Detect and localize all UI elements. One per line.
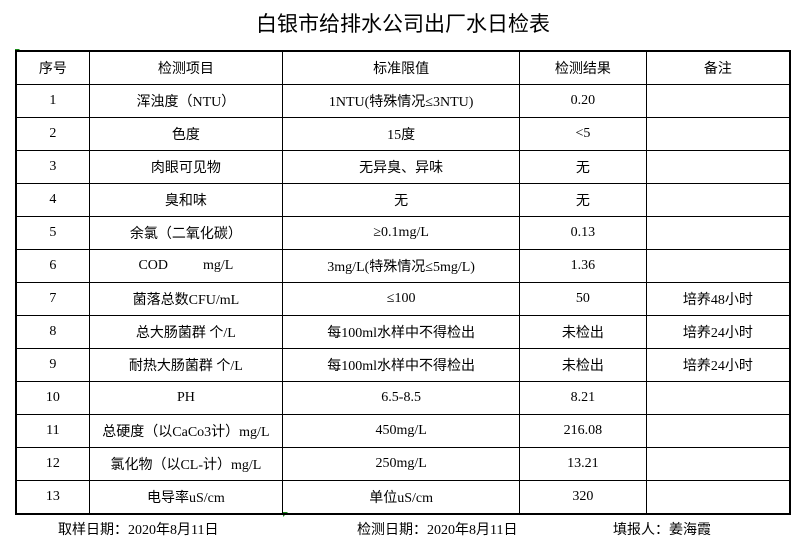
- cell-index: 5: [15, 216, 90, 250]
- table-row: 5 余氯（二氧化碳） ≥0.1mg/L 0.13: [15, 216, 791, 250]
- cell-item: 总硬度（以CaCo3计）mg/L: [88, 414, 284, 448]
- cell-item: 耐热大肠菌群 个/L: [88, 348, 284, 382]
- cell-result: 1.36: [519, 249, 647, 283]
- cell-remark: [645, 414, 791, 448]
- cell-result: 216.08: [519, 414, 647, 448]
- cell-remark: 培养24小时: [645, 315, 791, 349]
- cell-item: 余氯（二氧化碳）: [88, 216, 284, 250]
- cell-index: 3: [15, 150, 90, 184]
- cell-index: 9: [15, 348, 90, 382]
- cell-limit: 每100ml水样中不得检出: [282, 348, 521, 382]
- cell-item: 氯化物（以CL-计）mg/L: [88, 447, 284, 481]
- table-row: 11 总硬度（以CaCo3计）mg/L 450mg/L 216.08: [15, 414, 791, 448]
- cell-index: 7: [15, 282, 90, 316]
- cell-limit: ≤100: [282, 282, 521, 316]
- cell-limit: ≥0.1mg/L: [282, 216, 521, 250]
- header-cell: 检测项目: [88, 50, 284, 85]
- cell-limit: 250mg/L: [282, 447, 521, 481]
- cell-index: 13: [15, 480, 90, 515]
- cell-index: 11: [15, 414, 90, 448]
- cell-result: 无: [519, 150, 647, 184]
- cell-limit: 15度: [282, 117, 521, 151]
- cell-result: 0.13: [519, 216, 647, 250]
- cell-result: 50: [519, 282, 647, 316]
- cell-result: 无: [519, 183, 647, 217]
- cell-index: 12: [15, 447, 90, 481]
- cell-limit: 每100ml水样中不得检出: [282, 315, 521, 349]
- cell-item: 浑浊度（NTU）: [88, 84, 284, 118]
- cell-result: 8.21: [519, 381, 647, 415]
- cell-remark: [645, 117, 791, 151]
- header-cell: 检测结果: [519, 50, 647, 85]
- cell-item: 总大肠菌群 个/L: [88, 315, 284, 349]
- test-date: 检测日期：2020年8月11日: [357, 523, 518, 538]
- cell-result: <5: [519, 117, 647, 151]
- cell-item: 肉眼可见物: [88, 150, 284, 184]
- cell-result: 未检出: [519, 315, 647, 349]
- cell-result: 13.21: [519, 447, 647, 481]
- table-row: 10 PH 6.5-8.5 8.21: [15, 381, 791, 415]
- cell-remark: [645, 381, 791, 415]
- cell-item: 电导率uS/cm: [88, 480, 284, 515]
- table-row: 12 氯化物（以CL-计）mg/L 250mg/L 13.21: [15, 447, 791, 481]
- table-header-row: 序号 检测项目 标准限值 检测结果 备注: [15, 50, 791, 85]
- cell-remark: [645, 249, 791, 283]
- cell-index: 4: [15, 183, 90, 217]
- cell-index: 10: [15, 381, 90, 415]
- cell-result: 未检出: [519, 348, 647, 382]
- table-row: 7 菌落总数CFU/mL ≤100 50 培养48小时: [15, 282, 791, 316]
- cell-remark: [645, 84, 791, 118]
- header-cell: 备注: [645, 50, 791, 85]
- cell-remark: 培养48小时: [645, 282, 791, 316]
- table-row: 9 耐热大肠菌群 个/L 每100ml水样中不得检出 未检出 培养24小时: [15, 348, 791, 382]
- table-row: 6 COD mg/L 3mg/L(特殊情况≤5mg/L) 1.36: [15, 249, 791, 283]
- cell-item: COD mg/L: [88, 249, 284, 283]
- cell-index: 8: [15, 315, 90, 349]
- cell-limit: 6.5-8.5: [282, 381, 521, 415]
- cell-item: 色度: [88, 117, 284, 151]
- cell-limit: 3mg/L(特殊情况≤5mg/L): [282, 249, 521, 283]
- cell-limit: 450mg/L: [282, 414, 521, 448]
- cell-item: 菌落总数CFU/mL: [88, 282, 284, 316]
- cell-remark: 培养24小时: [645, 348, 791, 382]
- table-row: 13 电导率uS/cm 单位uS/cm 320: [15, 480, 791, 515]
- table-row: 8 总大肠菌群 个/L 每100ml水样中不得检出 未检出 培养24小时: [15, 315, 791, 349]
- cell-item: PH: [88, 381, 284, 415]
- inspection-table: 序号 检测项目 标准限值 检测结果 备注 1 浑浊度（NTU） 1NTU(特殊情况≤…: [15, 50, 791, 515]
- cell-index: 6: [15, 249, 90, 283]
- cell-index: 1: [15, 84, 90, 118]
- cell-remark: [645, 150, 791, 184]
- reporter: 填报人：姜海霞: [613, 523, 711, 538]
- header-cell: 标准限值: [282, 50, 521, 85]
- cell-item: 臭和味: [88, 183, 284, 217]
- cell-limit: 1NTU(特殊情况≤3NTU): [282, 84, 521, 118]
- cell-remark: [645, 183, 791, 217]
- cell-result: 320: [519, 480, 647, 515]
- sampling-date: 取样日期：2020年8月11日: [58, 523, 219, 538]
- page-title: 白银市给排水公司出厂水日检表: [256, 12, 550, 36]
- table-row: 3 肉眼可见物 无异臭、异味无: [15, 150, 791, 184]
- cell-index: 2: [15, 117, 90, 151]
- cell-remark: [645, 447, 791, 481]
- header-cell: 序号: [15, 50, 90, 85]
- cell-remark: [645, 480, 791, 515]
- cell-limit: 无异臭、异味: [282, 150, 521, 184]
- table-row: 1 浑浊度（NTU） 1NTU(特殊情况≤3NTU) 0.20: [15, 84, 791, 118]
- table-row: 2 色度 15度 <5: [15, 117, 791, 151]
- table-row: 4 臭和味无无: [15, 183, 791, 217]
- cell-result: 0.20: [519, 84, 647, 118]
- cell-remark: [645, 216, 791, 250]
- cell-limit: 单位uS/cm: [282, 480, 521, 515]
- cell-limit: 无: [282, 183, 521, 217]
